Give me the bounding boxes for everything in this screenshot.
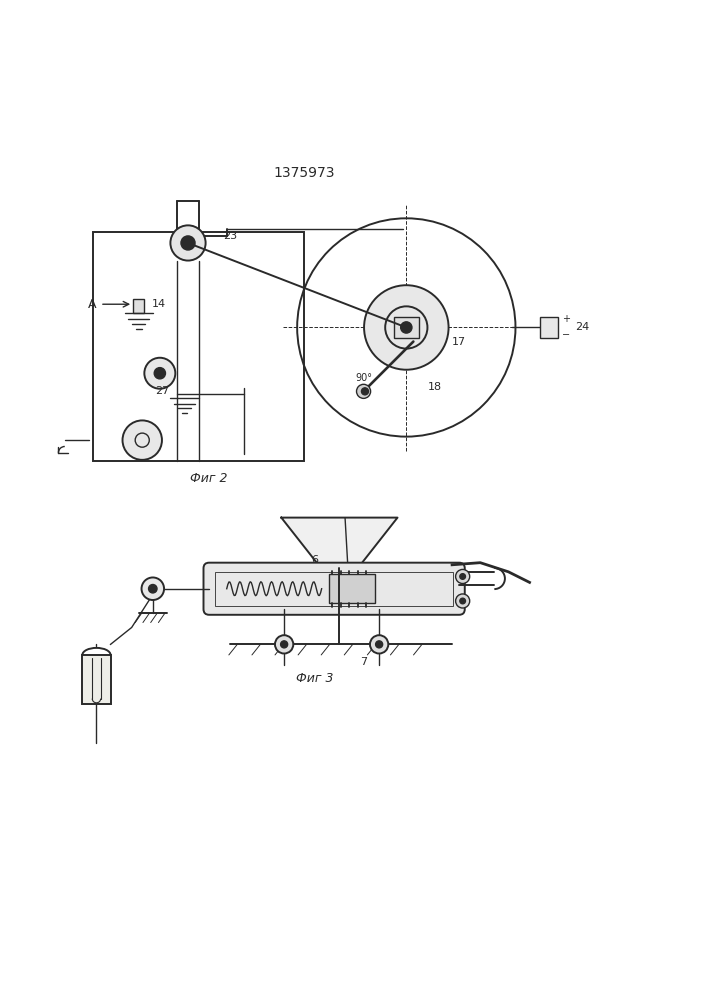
Circle shape xyxy=(141,577,164,600)
Circle shape xyxy=(154,368,165,379)
Circle shape xyxy=(148,585,157,593)
Circle shape xyxy=(460,598,465,604)
Text: А: А xyxy=(88,298,96,311)
Circle shape xyxy=(361,388,368,395)
Text: Фиг 2: Фиг 2 xyxy=(190,472,228,485)
Text: 24: 24 xyxy=(575,322,590,332)
Bar xyxy=(83,655,110,704)
Text: Фиг 3: Фиг 3 xyxy=(296,672,334,685)
Circle shape xyxy=(275,635,293,654)
Bar xyxy=(93,232,304,461)
Bar xyxy=(215,572,453,606)
Bar xyxy=(329,574,375,603)
Text: 6: 6 xyxy=(311,555,318,565)
Bar xyxy=(394,317,419,338)
Circle shape xyxy=(455,569,469,584)
Text: 17: 17 xyxy=(452,337,466,347)
Text: 27: 27 xyxy=(155,386,169,396)
Text: 1375973: 1375973 xyxy=(274,166,335,180)
Text: 90°: 90° xyxy=(356,373,373,383)
Circle shape xyxy=(370,635,388,654)
Circle shape xyxy=(181,236,195,250)
Bar xyxy=(540,317,558,338)
Text: 14: 14 xyxy=(151,299,165,309)
Circle shape xyxy=(122,420,162,460)
FancyBboxPatch shape xyxy=(204,563,464,615)
Polygon shape xyxy=(281,518,397,567)
Circle shape xyxy=(281,641,288,648)
Text: 23: 23 xyxy=(223,231,238,241)
Circle shape xyxy=(375,641,382,648)
Circle shape xyxy=(356,384,370,398)
Circle shape xyxy=(364,285,448,370)
Bar xyxy=(133,299,144,313)
Circle shape xyxy=(401,322,412,333)
Text: 7: 7 xyxy=(361,657,368,667)
Text: −: − xyxy=(562,330,571,340)
Circle shape xyxy=(144,358,175,389)
Circle shape xyxy=(170,225,206,261)
Text: 18: 18 xyxy=(428,382,442,392)
Circle shape xyxy=(460,574,465,579)
Text: +: + xyxy=(562,314,570,324)
Circle shape xyxy=(455,594,469,608)
